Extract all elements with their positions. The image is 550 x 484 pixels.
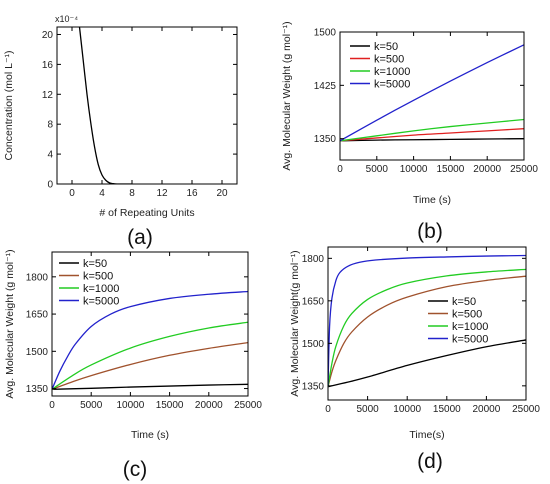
series-line-k-5000 <box>52 290 248 390</box>
x-tick-label: 0 <box>325 404 331 415</box>
x-tick-label: 10000 <box>400 164 428 175</box>
x-axis-title: Time (s) <box>131 429 169 441</box>
series-line-k-500 <box>52 341 248 390</box>
legend-entry: k=50 <box>374 41 398 53</box>
y-tick-label: 1650 <box>26 310 49 321</box>
x-tick-label: 20000 <box>472 404 500 415</box>
y-tick-label: 4 <box>47 150 53 161</box>
x-tick-label: 20 <box>216 188 228 199</box>
legend-entry: k=5000 <box>374 78 410 90</box>
x-tick-label: 0 <box>49 400 55 411</box>
y-axis-exponent: x10⁻⁴ <box>55 14 78 24</box>
legend-entry: k=500 <box>374 53 404 65</box>
y-tick-label: 1500 <box>302 339 325 350</box>
y-tick-label: 1800 <box>26 272 49 283</box>
y-axis-title: Concentration (mol L⁻¹) <box>3 51 15 161</box>
x-tick-label: 20000 <box>473 164 501 175</box>
x-tick-label: 20000 <box>195 400 223 411</box>
y-tick-label: 16 <box>42 60 54 71</box>
y-tick-label: 12 <box>42 90 54 101</box>
x-tick-label: 25000 <box>234 400 262 411</box>
legend-entry: k=50 <box>83 258 107 270</box>
y-tick-label: 1350 <box>26 384 49 395</box>
series-line-k-500 <box>328 275 526 388</box>
series-line-k-5000 <box>340 44 524 142</box>
legend-entry: k=5000 <box>452 333 488 345</box>
series-line-k-5000 <box>328 254 526 388</box>
legend-entry: k=500 <box>83 270 113 282</box>
x-tick-label: 15000 <box>436 164 464 175</box>
legend-entry: k=1000 <box>452 321 488 333</box>
x-tick-label: 0 <box>69 188 75 199</box>
legend-entry: k=1000 <box>83 283 119 295</box>
y-tick-label: 1350 <box>302 381 325 392</box>
series-line-k-50 <box>52 383 248 390</box>
y-tick-label: 1500 <box>26 347 49 358</box>
y-tick-label: 1350 <box>314 134 337 145</box>
series-line-curve <box>78 27 133 184</box>
x-axis-title: # of Repeating Units <box>99 207 194 219</box>
x-tick-label: 15000 <box>156 400 184 411</box>
x-tick-label: 15000 <box>433 404 461 415</box>
x-tick-label: 25000 <box>510 164 538 175</box>
legend-entry: k=5000 <box>83 295 119 307</box>
x-tick-label: 0 <box>337 164 343 175</box>
panel-label: (c) <box>123 458 148 481</box>
y-tick-label: 8 <box>47 120 53 131</box>
y-tick-label: 1650 <box>302 296 325 307</box>
panel-label: (b) <box>417 220 443 243</box>
chart-panel-4: 0 5000 10000 15000 20000 25000 1350 1500 1650 180… <box>289 246 540 473</box>
x-tick-label: 25000 <box>512 404 540 415</box>
y-tick-label: 1500 <box>314 28 337 39</box>
legend-entry: k=1000 <box>374 66 410 78</box>
series-line-k-1000 <box>52 321 248 390</box>
panel-label: (a) <box>127 226 153 249</box>
series-line-k-1000 <box>328 268 526 388</box>
x-tick-label: 10000 <box>393 404 421 415</box>
plot-frame <box>51 251 249 397</box>
y-tick-label: 1800 <box>302 254 325 265</box>
x-tick-label: 5000 <box>366 164 389 175</box>
legend-entry: k=500 <box>452 308 482 320</box>
chart-panel-3: 0 5000 10000 15000 20000 25000 1350 1500 1650 180… <box>4 249 262 481</box>
x-tick-label: 12 <box>156 188 168 199</box>
y-tick-label: 1425 <box>314 81 337 92</box>
plot-frame <box>327 246 527 401</box>
chart-panel-1: 0 4 8 12 16 20 0 4 8 12 16 20 # of Repeating Units Co… <box>3 14 238 249</box>
plot-frame <box>339 31 525 161</box>
y-tick-label: 20 <box>42 30 54 41</box>
series-line-k-50 <box>340 138 524 142</box>
x-tick-label: 5000 <box>356 404 379 415</box>
y-axis-title: Avg. Molecular Weight (g mol⁻¹) <box>4 249 16 398</box>
x-tick-label: 10000 <box>116 400 144 411</box>
y-tick-label: 0 <box>47 180 53 191</box>
series-line-k-1000 <box>340 118 524 142</box>
series-line-k-500 <box>340 128 524 142</box>
legend-entry: k=50 <box>452 296 476 308</box>
x-axis-title: Time (s) <box>413 194 451 206</box>
panel-label: (d) <box>417 450 443 473</box>
plot-frame <box>56 26 238 185</box>
y-axis-title: Avg. Molecular Weight(g mol⁻¹) <box>289 250 301 396</box>
x-tick-label: 5000 <box>80 400 103 411</box>
x-axis-title: Time(s) <box>409 429 444 441</box>
series-line-k-50 <box>328 339 526 388</box>
x-tick-label: 4 <box>99 188 105 199</box>
x-tick-label: 16 <box>186 188 198 199</box>
y-axis-title: Avg. Molecular Weight (g mol⁻¹) <box>281 21 293 170</box>
x-tick-label: 8 <box>129 188 135 199</box>
chart-panel-2: 0 5000 10000 15000 20000 25000 1350 1425 1500 Tim… <box>281 21 538 243</box>
